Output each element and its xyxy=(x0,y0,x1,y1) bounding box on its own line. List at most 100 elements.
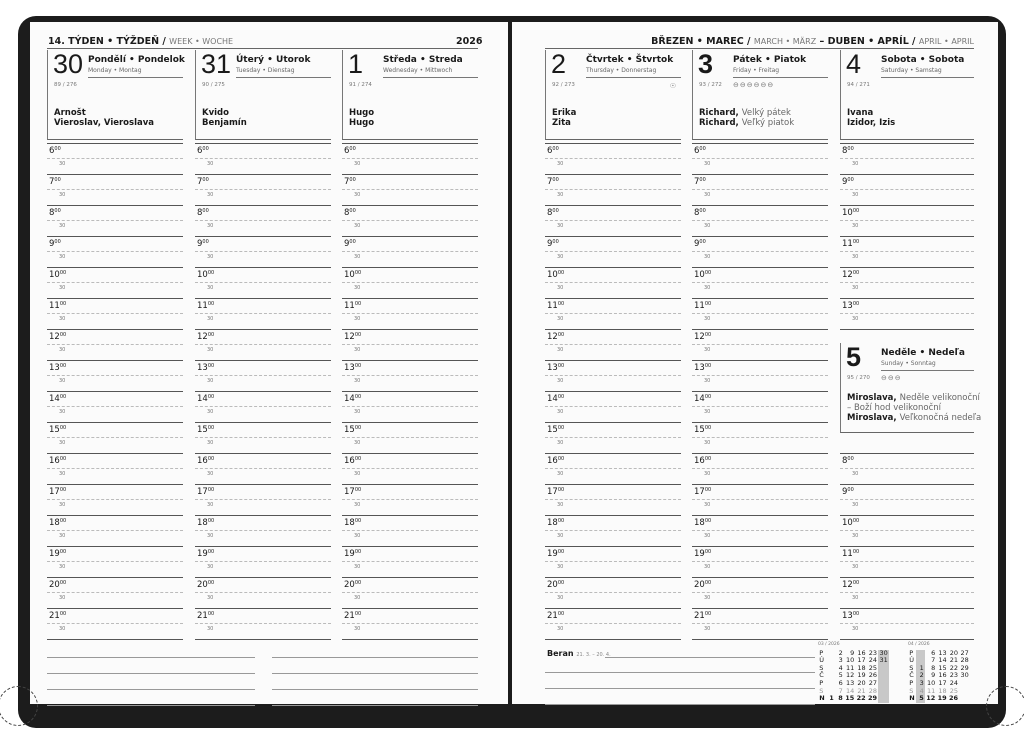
hour-row[interactable]: 1300 30 xyxy=(195,360,331,391)
hour-row[interactable]: 1300 30 xyxy=(840,608,974,639)
hour-row[interactable]: 600 30 xyxy=(545,143,681,174)
hour-row[interactable]: 1200 30 xyxy=(692,329,828,360)
hour-row[interactable]: 1000 30 xyxy=(342,267,478,298)
hour-row[interactable]: 800 30 xyxy=(692,205,828,236)
hour-row[interactable]: 1700 30 xyxy=(342,484,478,515)
hour-row[interactable]: 1400 30 xyxy=(47,391,183,422)
note-line[interactable] xyxy=(47,689,255,690)
hour-row[interactable]: 1100 30 xyxy=(692,298,828,329)
hour-row[interactable]: 900 30 xyxy=(545,236,681,267)
hour-row[interactable]: 1200 30 xyxy=(47,329,183,360)
hour-row[interactable]: 1700 30 xyxy=(47,484,183,515)
note-line[interactable] xyxy=(272,689,478,690)
hour-row[interactable]: 1100 30 xyxy=(840,546,974,577)
hour-row[interactable]: 1600 30 xyxy=(692,453,828,484)
hour-row[interactable]: 1700 30 xyxy=(692,484,828,515)
hour-row[interactable]: 1400 30 xyxy=(195,391,331,422)
hour-row[interactable]: 700 30 xyxy=(342,174,478,205)
hour-row[interactable]: 1100 30 xyxy=(342,298,478,329)
hour-row[interactable]: 600 30 xyxy=(47,143,183,174)
hour-row[interactable]: 900 30 xyxy=(47,236,183,267)
hour-row[interactable]: 1300 30 xyxy=(545,360,681,391)
hour-row[interactable]: 900 30 xyxy=(840,484,974,515)
hour-row[interactable]: 1500 30 xyxy=(342,422,478,453)
hour-row[interactable]: 2100 30 xyxy=(47,608,183,639)
hour-row[interactable]: 2100 30 xyxy=(692,608,828,639)
hour-row[interactable]: 2000 30 xyxy=(47,577,183,608)
hour-row[interactable]: 1800 30 xyxy=(47,515,183,546)
hour-row[interactable]: 800 30 xyxy=(342,205,478,236)
note-line[interactable] xyxy=(272,657,478,658)
hour-row[interactable]: 1300 30 xyxy=(47,360,183,391)
hour-row[interactable]: 1500 30 xyxy=(545,422,681,453)
hour-row[interactable]: 1800 30 xyxy=(692,515,828,546)
hour-row[interactable]: 1000 30 xyxy=(47,267,183,298)
hour-row[interactable]: 800 30 xyxy=(47,205,183,236)
hour-row[interactable]: 1600 30 xyxy=(195,453,331,484)
note-line[interactable] xyxy=(545,672,815,673)
hour-row[interactable]: 800 30 xyxy=(840,453,974,484)
hour-row[interactable]: 1200 30 xyxy=(840,577,974,608)
hour-row[interactable]: 1100 30 xyxy=(47,298,183,329)
hour-row[interactable]: 600 30 xyxy=(692,143,828,174)
hour-row[interactable]: 700 30 xyxy=(545,174,681,205)
hour-row[interactable]: 1500 30 xyxy=(47,422,183,453)
hour-row[interactable]: 1100 30 xyxy=(840,236,974,267)
hour-row[interactable]: 700 30 xyxy=(195,174,331,205)
hour-row[interactable]: 1000 30 xyxy=(840,205,974,236)
hour-row[interactable]: 1900 30 xyxy=(195,546,331,577)
hour-row[interactable]: 1100 30 xyxy=(195,298,331,329)
hour-row[interactable]: 1300 30 xyxy=(342,360,478,391)
note-line[interactable] xyxy=(47,705,255,706)
hour-row[interactable]: 900 30 xyxy=(692,236,828,267)
hour-row[interactable]: 1600 30 xyxy=(342,453,478,484)
hour-row[interactable]: 1100 30 xyxy=(545,298,681,329)
hour-row[interactable]: 1500 30 xyxy=(692,422,828,453)
hour-row[interactable]: 800 30 xyxy=(840,143,974,174)
hour-row[interactable]: 1800 30 xyxy=(342,515,478,546)
hour-row[interactable]: 1000 30 xyxy=(692,267,828,298)
note-line[interactable] xyxy=(545,688,815,689)
hour-row[interactable]: 2000 30 xyxy=(545,577,681,608)
hour-row[interactable]: 1200 30 xyxy=(342,329,478,360)
hour-row[interactable]: 1200 30 xyxy=(545,329,681,360)
hour-row[interactable]: 600 30 xyxy=(195,143,331,174)
hour-row[interactable]: 1500 30 xyxy=(195,422,331,453)
note-line[interactable] xyxy=(272,705,478,706)
hour-row[interactable]: 1000 30 xyxy=(840,515,974,546)
hour-row[interactable]: 1400 30 xyxy=(545,391,681,422)
hour-row[interactable]: 1400 30 xyxy=(692,391,828,422)
hour-row[interactable]: 1700 30 xyxy=(545,484,681,515)
hour-row[interactable]: 1900 30 xyxy=(342,546,478,577)
hour-row[interactable]: 1600 30 xyxy=(47,453,183,484)
hour-row[interactable]: 2100 30 xyxy=(195,608,331,639)
hour-row[interactable]: 1200 30 xyxy=(840,267,974,298)
hour-row[interactable]: 700 30 xyxy=(47,174,183,205)
hour-row[interactable]: 2000 30 xyxy=(692,577,828,608)
hour-row[interactable]: 2000 30 xyxy=(342,577,478,608)
hour-row[interactable]: 800 30 xyxy=(545,205,681,236)
hour-row[interactable]: 900 30 xyxy=(195,236,331,267)
hour-row[interactable]: 900 30 xyxy=(342,236,478,267)
note-line[interactable] xyxy=(47,673,255,674)
note-line[interactable] xyxy=(605,657,815,658)
hour-row[interactable]: 1600 30 xyxy=(545,453,681,484)
hour-row[interactable]: 1700 30 xyxy=(195,484,331,515)
hour-row[interactable]: 2100 30 xyxy=(545,608,681,639)
hour-row[interactable]: 600 30 xyxy=(342,143,478,174)
hour-row[interactable]: 1300 30 xyxy=(840,298,974,329)
hour-row[interactable]: 1800 30 xyxy=(195,515,331,546)
hour-row[interactable]: 900 30 xyxy=(840,174,974,205)
hour-row[interactable]: 2000 30 xyxy=(195,577,331,608)
hour-row[interactable]: 1400 30 xyxy=(342,391,478,422)
hour-row[interactable]: 800 30 xyxy=(195,205,331,236)
hour-row[interactable]: 1200 30 xyxy=(195,329,331,360)
hour-row[interactable]: 700 30 xyxy=(692,174,828,205)
hour-row[interactable]: 1300 30 xyxy=(692,360,828,391)
hour-row[interactable]: 1900 30 xyxy=(692,546,828,577)
note-line[interactable] xyxy=(272,673,478,674)
note-line[interactable] xyxy=(545,704,815,705)
hour-row[interactable]: 2100 30 xyxy=(342,608,478,639)
hour-row[interactable]: 1900 30 xyxy=(47,546,183,577)
hour-row[interactable]: 1000 30 xyxy=(545,267,681,298)
